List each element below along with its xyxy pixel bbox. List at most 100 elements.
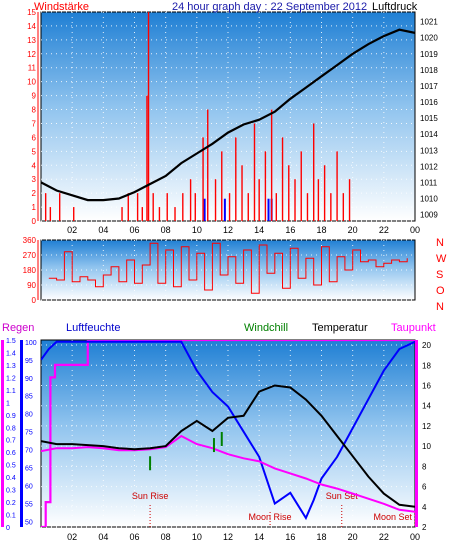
- rain-axis-ticks: 0 0.1 0.2 0.3 0.4 0.5 0.6 0.7 0.8 0.9 1 1.1 1.2 1.3 1.…: [6, 338, 16, 532]
- hour-tick-label: 00: [410, 225, 420, 235]
- temperature-tick-label: 18: [422, 361, 431, 370]
- hour-tick-label: 10: [192, 532, 202, 542]
- pressure-tick-label: 1014: [420, 130, 438, 139]
- pressure-tick-label: 1012: [420, 162, 438, 171]
- temperature-axis-bar: [415, 340, 418, 527]
- pressure-tick-label: 1019: [420, 50, 438, 59]
- rain-legend: Regen: [2, 322, 34, 334]
- pressure-axis-ticks: 1009 1010 1011 1012 1013 1014 1015 1016 1017 1018…: [420, 18, 438, 220]
- hour-tick-label: 22: [379, 225, 389, 235]
- hour-tick-label: 14: [254, 225, 264, 235]
- temperature-tick-label: 16: [422, 381, 431, 390]
- pressure-tick-label: 1010: [420, 194, 438, 203]
- wind-pressure-plot-area: [40, 11, 416, 222]
- wind-speed-tick-label: 5: [32, 147, 37, 156]
- hour-tick-label: 20: [348, 225, 358, 235]
- wind-speed-tick-label: 6: [32, 133, 37, 142]
- temperature-tick-label: 2: [422, 523, 427, 532]
- temperature-tick-label: 20: [422, 341, 431, 350]
- temperature-tick-label: 8: [422, 462, 427, 471]
- rain-tick-label: 1.4: [6, 350, 16, 357]
- hour-tick-label: 18: [316, 225, 326, 235]
- wind-speed-tick-label: 2: [32, 189, 37, 198]
- compass-letter: W: [436, 253, 447, 265]
- hour-tick-label: 12: [223, 225, 233, 235]
- humidity-axis-ticks: 50 55 60 65 70 75 80 85 90 95 100: [25, 340, 37, 527]
- humidity-legend: Luftfeuchte: [66, 322, 120, 334]
- hour-tick-label: 22: [379, 532, 389, 542]
- rain-tick-label: 1.2: [6, 375, 16, 382]
- rain-tick-label: 0.3: [6, 488, 16, 495]
- humidity-line: [41, 340, 415, 521]
- pressure-tick-label: 1016: [420, 98, 438, 107]
- compass-letter: S: [436, 269, 443, 281]
- humidity-tick-label: 90: [25, 376, 33, 383]
- compass-letter: N: [436, 237, 444, 249]
- temp-humidity-panel: Sun Rise Moon Rise Sun Set Moon Set 0 0.1 0.2…: [1, 322, 436, 542]
- wind-speed-tick-label: 15: [27, 8, 36, 17]
- hour-axis-ticks-top: 02 04 06 08 10 12 14 16 18 20 22 00: [67, 225, 420, 235]
- pressure-tick-label: 1013: [420, 146, 438, 155]
- wind-speed-tick-label: 0: [32, 217, 37, 226]
- dewpoint-line: [41, 434, 415, 513]
- pressure-tick-label: 1018: [420, 66, 438, 75]
- rain-tick-label: 0.2: [6, 500, 16, 507]
- sun-set-label: Sun Set: [326, 491, 359, 501]
- rain-tick-label: 0.4: [6, 475, 16, 482]
- rain-tick-label: 0.5: [6, 463, 16, 470]
- temp-humidity-grid: [41, 340, 415, 528]
- wind-speed-tick-label: 8: [32, 106, 37, 115]
- hour-tick-label: 06: [129, 532, 139, 542]
- temperature-tick-label: 14: [422, 402, 431, 411]
- wind-direction-tick-label: 0: [32, 296, 37, 305]
- hour-tick-label: 06: [129, 225, 139, 235]
- temp-humidity-plot-area: [40, 339, 416, 528]
- pressure-tick-label: 1015: [420, 114, 438, 123]
- wind-speed-tick-label: 1: [32, 203, 37, 212]
- wind-speed-tick-label: 12: [27, 50, 36, 59]
- hour-tick-label: 04: [98, 225, 108, 235]
- hour-tick-label: 12: [223, 532, 233, 542]
- wind-speed-tick-label: 4: [32, 161, 37, 170]
- hour-tick-label: 16: [285, 532, 295, 542]
- humidity-tick-label: 75: [25, 430, 33, 437]
- compass-letter: O: [436, 285, 445, 297]
- humidity-tick-label: 50: [25, 520, 33, 527]
- rain-line: [41, 340, 415, 527]
- temperature-legend: Temperatur: [312, 322, 368, 334]
- rain-tick-label: 0.8: [6, 425, 16, 432]
- humidity-tick-label: 55: [25, 502, 33, 509]
- pressure-tick-label: 1020: [420, 34, 438, 43]
- wind-direction-axis-ticks: 0 90 180 270 360: [23, 236, 39, 305]
- temperature-tick-label: 4: [422, 503, 427, 512]
- hour-tick-label: 02: [67, 225, 77, 235]
- rain-tick-label: 1.1: [6, 388, 16, 395]
- temperature-tick-label: 10: [422, 442, 431, 451]
- rain-tick-label: 0: [6, 525, 10, 532]
- wind-speed-axis-label: Windstärke: [34, 1, 89, 13]
- moon-rise-label: Moon Rise: [249, 512, 292, 522]
- hour-tick-label: 20: [348, 532, 358, 542]
- rain-tick-label: 0.9: [6, 413, 16, 420]
- pressure-axis-label: Luftdruck: [372, 1, 418, 13]
- dewpoint-legend: Taupunkt: [391, 322, 436, 334]
- humidity-tick-label: 85: [25, 394, 33, 401]
- hour-tick-label: 14: [254, 532, 264, 542]
- wind-direction-tick-label: 270: [23, 251, 37, 260]
- humidity-tick-label: 95: [25, 358, 33, 365]
- compass-letter: N: [436, 301, 444, 313]
- rain-tick-label: 0.7: [6, 438, 16, 445]
- pressure-tick-label: 1011: [420, 178, 438, 187]
- hour-tick-label: 16: [285, 225, 295, 235]
- temperature-tick-label: 12: [422, 422, 431, 431]
- temperature-axis-ticks: 2 4 6 8 10 12 14 16 18 20: [422, 341, 431, 532]
- wind-speed-tick-label: 9: [32, 92, 37, 101]
- temperature-line: [41, 384, 415, 508]
- windchill-marks: [149, 431, 223, 471]
- wind-direction-tick-label: 180: [23, 266, 37, 275]
